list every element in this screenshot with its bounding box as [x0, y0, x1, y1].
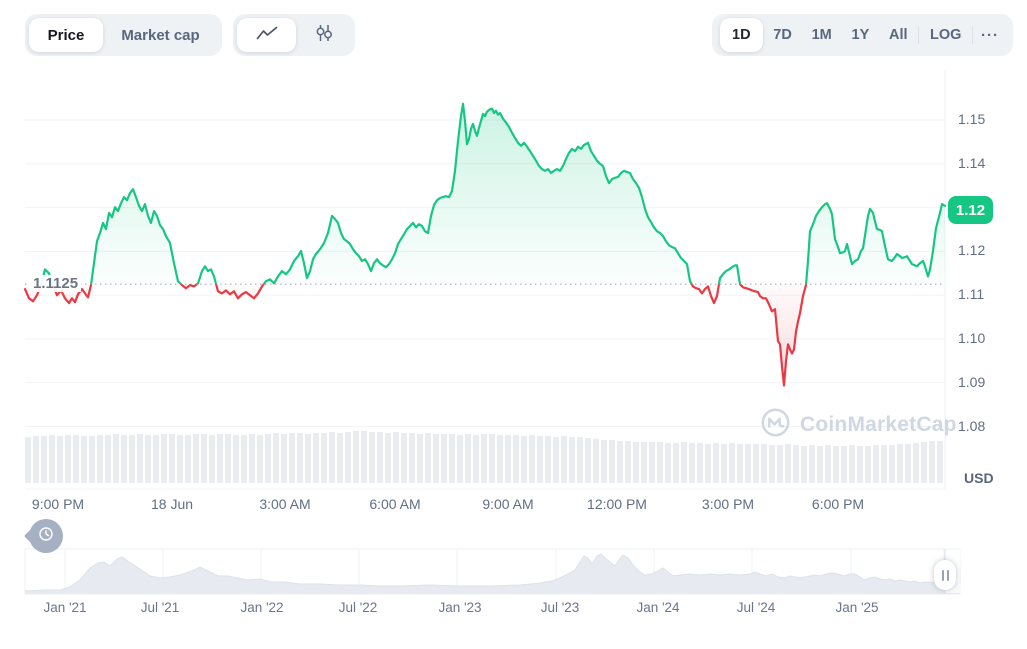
y-axis-tick: 1.08: [958, 418, 986, 434]
x-axis-tick: 6:00 PM: [811, 496, 865, 512]
y-axis-tick: 1.15: [958, 111, 986, 127]
minimap-outline: [24, 553, 961, 592]
x-axis-tick: 3:00 AM: [259, 496, 311, 512]
history-button[interactable]: [29, 519, 63, 553]
x-axis-tick: 3:00 PM: [701, 496, 755, 512]
x-axis-tick: 9:00 PM: [31, 496, 85, 512]
minimap-axis-label: Jan '21: [43, 600, 87, 615]
market-cap-tab[interactable]: Market cap: [121, 26, 200, 44]
minimap-axis-label: Jan '24: [636, 600, 680, 615]
minimap-axis-label: Jan '22: [240, 600, 284, 615]
current-price-badge: 1.12: [948, 196, 993, 224]
y-axis-tick: 1.12: [958, 242, 986, 258]
more-options-button[interactable]: ···: [980, 26, 999, 44]
divider: [918, 26, 920, 44]
minimap-drag-handle[interactable]: [934, 560, 956, 590]
minimap-axis-label: Jan '23: [438, 600, 482, 615]
time-range-toggle: 1D 7D 1M 1Y All LOG ···: [712, 14, 1013, 56]
drag-handle-icon: [941, 569, 944, 581]
range-1y-button[interactable]: 1Y: [851, 27, 870, 43]
x-axis-tick: 9:00 AM: [482, 496, 534, 512]
y-axis-tick: 1.10: [958, 330, 986, 346]
history-clock-icon: [36, 524, 56, 549]
range-7d-button[interactable]: 7D: [773, 27, 792, 43]
divider: [972, 26, 974, 44]
range-1m-button[interactable]: 1M: [811, 27, 832, 43]
usd-unit-label: USD: [964, 470, 994, 486]
candlestick-icon: [314, 24, 334, 47]
minimap-axis-label: Jul '22: [338, 600, 378, 615]
baseline-price-label: 1.1125: [30, 275, 82, 292]
price-line-up: [40, 102, 947, 285]
metric-toggle: Price Market cap: [25, 14, 222, 56]
y-axis-tick: 1.14: [958, 155, 986, 171]
log-scale-button[interactable]: LOG: [930, 27, 962, 43]
area-fill-down: [25, 284, 945, 386]
coinmarketcap-logo-icon: [760, 407, 791, 443]
chart-type-toggle: [233, 14, 355, 56]
minimap-axis-label: Jul '23: [540, 600, 580, 615]
range-1d-button[interactable]: 1D: [720, 18, 763, 52]
price-tab[interactable]: Price: [29, 18, 103, 52]
watermark-text: CoinMarketCap: [800, 413, 957, 436]
minimap: [24, 548, 961, 595]
minimap-axis-label: Jul '21: [140, 600, 180, 615]
range-all-button[interactable]: All: [889, 27, 908, 43]
minimap-area: [25, 554, 960, 594]
drag-handle-icon: [946, 569, 949, 581]
minimap-axis-label: Jan '25: [835, 600, 879, 615]
area-fill-up: [25, 103, 945, 285]
price-line-down: [23, 284, 808, 387]
candlestick-chart-button[interactable]: [296, 24, 351, 47]
watermark: CoinMarketCap: [760, 407, 957, 443]
x-axis-tick: 6:00 AM: [369, 496, 421, 512]
y-axis-tick: 1.09: [958, 374, 986, 390]
x-axis-tick: 12:00 PM: [587, 496, 647, 512]
y-axis-tick: 1.11: [958, 286, 985, 302]
line-chart-icon: [256, 26, 278, 45]
line-chart-button[interactable]: [237, 18, 296, 52]
x-axis-tick: 18 Jun: [150, 496, 194, 512]
minimap-axis-label: Jul '24: [736, 600, 776, 615]
